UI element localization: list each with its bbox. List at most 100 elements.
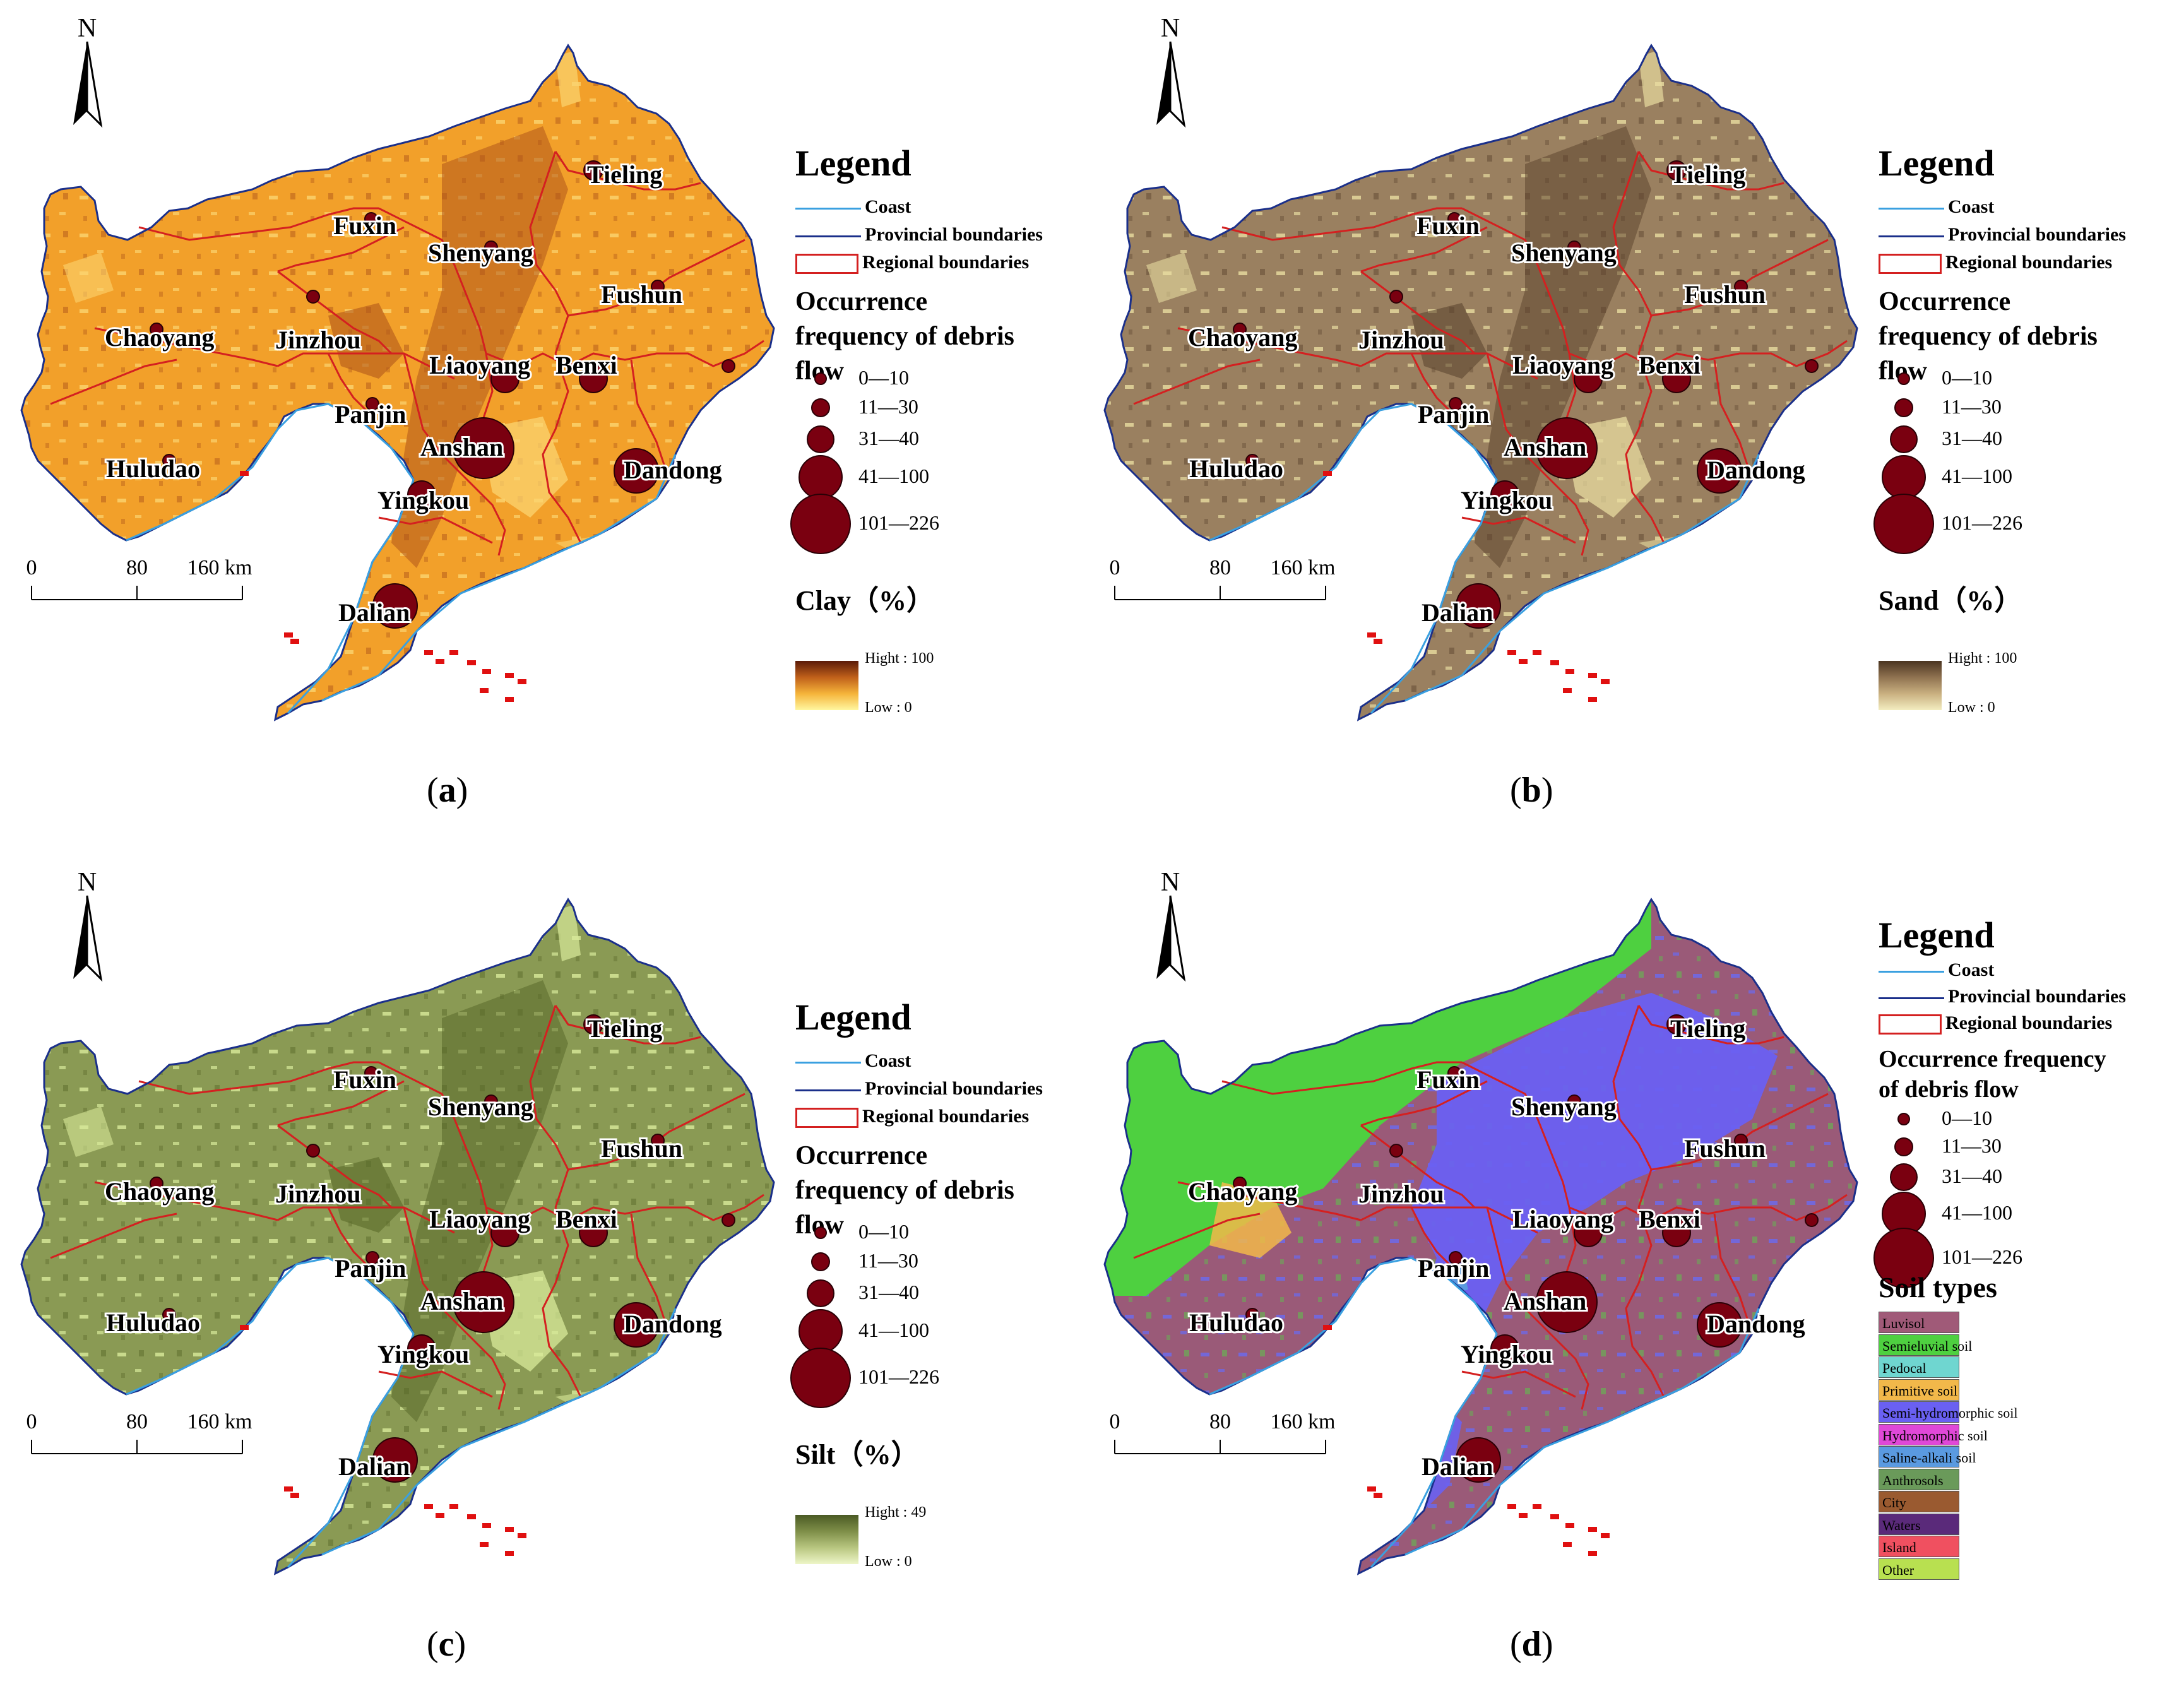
scale-tick-label: 160 km	[187, 1410, 252, 1433]
city-circle-fuxin	[364, 212, 378, 226]
legend-provincial: Provincial boundaries	[795, 224, 1043, 246]
city-circle-dandong	[614, 1302, 659, 1348]
city-label-huludao: Huludao	[1189, 1308, 1283, 1337]
scale-bar: 0 80 160 km	[27, 556, 252, 600]
soil-type-row: Hydromorphic soil	[1879, 1423, 2030, 1445]
city-circle-benxi	[579, 364, 608, 393]
city-circle-huludao	[162, 454, 176, 468]
city-circle-liaoyang	[490, 364, 519, 393]
legend-line-icon	[795, 1089, 861, 1091]
city-label-fuxin: Fuxin	[1416, 1065, 1480, 1094]
ramp-high-label: Hight : 49	[865, 1504, 927, 1521]
soil-label: Primitive soil	[1882, 1382, 1958, 1399]
debris-point	[1805, 359, 1819, 373]
legend-circle-icon	[1897, 1113, 1910, 1125]
legend-circle-icon	[811, 1252, 830, 1271]
legend-box-icon	[1879, 254, 1942, 275]
city-circle-panjin	[365, 397, 379, 411]
city-circle-anshan	[1536, 417, 1598, 479]
legend-regional-label: Regional boundaries	[1945, 1012, 2113, 1033]
legend-circle-icon	[799, 455, 843, 499]
legend-provincial: Provincial boundaries	[1879, 986, 2126, 1007]
legend-circle-icon	[814, 372, 827, 385]
city-label-chaoyang: Chaoyang	[1188, 323, 1297, 352]
city-circle-chaoyang	[1233, 323, 1247, 336]
north-arrow-icon: N	[1156, 868, 1186, 982]
legend-box-icon	[795, 1108, 858, 1129]
coastline	[126, 1257, 677, 1569]
ramp-low-label: Low : 0	[865, 1553, 912, 1570]
city-circle-dandong	[1697, 1302, 1742, 1348]
city-label-fushun: Fushun	[1684, 280, 1766, 309]
legend-line-icon	[1879, 970, 1944, 973]
scale-tick-label: 0	[27, 1410, 37, 1433]
coastline	[1209, 1257, 1760, 1569]
legend-circle-icon	[811, 398, 830, 417]
legend-coast: Coast	[795, 196, 911, 218]
legend-class-label: 31—40	[1942, 1165, 2002, 1187]
city-circle-fuxin	[364, 1066, 378, 1080]
city-circle-fushun	[651, 1134, 665, 1148]
soil-label: Luvisol	[1882, 1315, 1925, 1331]
city-label-dalian: Dalian	[338, 598, 410, 627]
legend-line-icon	[1879, 235, 1944, 237]
legend-occurrence-title: Occurrence frequency of debris flow	[1879, 287, 2098, 386]
legend-class-label: 31—40	[858, 1281, 919, 1303]
north-arrow-icon: N	[1156, 14, 1186, 128]
legend-regional-label: Regional boundaries	[862, 1106, 1030, 1127]
scale-tick-label: 160 km	[1271, 1410, 1336, 1433]
city-label-panjin: Panjin	[1418, 400, 1489, 429]
city-circle-panjin	[1449, 1251, 1463, 1265]
color-ramp	[1879, 661, 1942, 710]
city-circle-jinzhou	[306, 290, 320, 304]
legend-class-label: 41—100	[858, 1319, 929, 1341]
soil-swatch	[1879, 1312, 1959, 1333]
soil-type-row: Semieluvial soil	[1879, 1334, 2030, 1356]
islands	[1323, 1325, 1610, 1556]
city-circle-anshan	[1536, 1271, 1598, 1333]
map-panel-d: N 0 80 160 km Tieling Fuxin Shenyang Fushun Chao…	[1083, 854, 2166, 1708]
legend-occurrence-title: Occurrence frequency of debris flow	[795, 1141, 1014, 1240]
city-label-tieling: Tieling	[587, 160, 662, 189]
city-label-jinzhou: Jinzhou	[275, 326, 361, 354]
city-label-liaoyang: Liaoyang	[1512, 1205, 1613, 1233]
city-circle-dandong	[1697, 448, 1742, 494]
city-circle-anshan	[453, 1271, 514, 1333]
soil-swatch	[1879, 1379, 1959, 1401]
soil-swatch	[1879, 1491, 1959, 1512]
city-circle-chaoyang	[150, 323, 163, 336]
city-circle-liaoyang	[490, 1218, 519, 1247]
legend-title: Legend	[795, 143, 911, 184]
city-label-shenyang: Shenyang	[1511, 1093, 1617, 1121]
city-label-shenyang: Shenyang	[428, 239, 533, 267]
legend-class-label: 11—30	[858, 1249, 918, 1272]
soil-types-title: Soil types	[1879, 1271, 1997, 1303]
city-label-huludao: Huludao	[106, 1308, 200, 1337]
scale-tick-label: 160 km	[1271, 556, 1336, 579]
legend-class-label: 11—30	[1942, 395, 2002, 418]
legend-class-label: 0—10	[1942, 1106, 1992, 1129]
north-label: N	[78, 14, 97, 43]
legend-coast-label: Coast	[1948, 959, 1995, 980]
city-circle-tieling	[583, 1014, 603, 1035]
legend-circle-icon	[1897, 372, 1910, 385]
scale-tick-label: 80	[126, 556, 148, 579]
city-label-jinzhou: Jinzhou	[1358, 1180, 1444, 1208]
city-label-chaoyang: Chaoyang	[1188, 1177, 1297, 1206]
provincial-boundary	[1103, 44, 1858, 721]
soil-swatch	[1879, 1558, 1959, 1580]
provincial-boundary	[20, 898, 775, 1575]
soil-type-row: Island	[1879, 1536, 2030, 1557]
city-label-fushun: Fushun	[601, 280, 682, 309]
city-circle-panjin	[1449, 397, 1463, 411]
soil-label: City	[1882, 1495, 1906, 1510]
legend-regional: Regional boundaries	[1879, 252, 2112, 275]
soil-type-row: Pedocal	[1879, 1356, 2030, 1378]
city-label-tieling: Tieling	[587, 1014, 662, 1043]
legend-provincial: Provincial boundaries	[1879, 224, 2126, 246]
soil-label: Waters	[1882, 1517, 1921, 1533]
soil-type-row: Waters	[1879, 1513, 2030, 1535]
scale-tick-label: 0	[1110, 556, 1120, 579]
legend-class-label: 41—100	[1942, 465, 2012, 487]
legend-circle-icon	[1894, 398, 1913, 417]
